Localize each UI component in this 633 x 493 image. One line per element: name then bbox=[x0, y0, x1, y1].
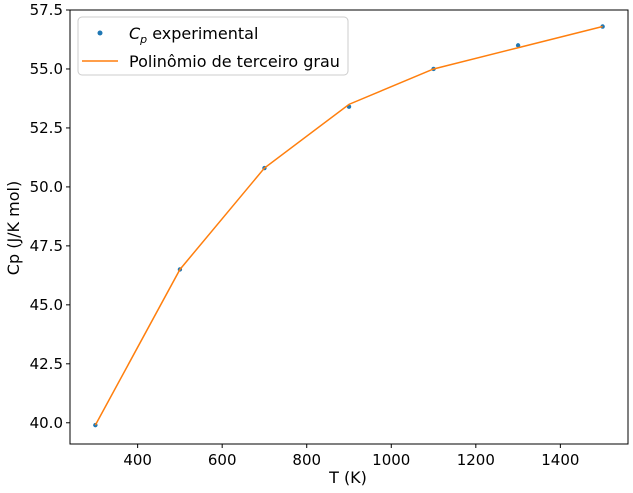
x-axis-label: T (K) bbox=[328, 468, 367, 487]
series-line-polynomial bbox=[94, 25, 603, 426]
legend-label-polynomial: Polinômio de terceiro grau bbox=[129, 52, 340, 71]
y-axis-label: Cp (J/K mol) bbox=[4, 181, 23, 275]
legend-label-experimental-text: experimental bbox=[147, 24, 258, 43]
x-tick-label: 1000 bbox=[372, 451, 410, 469]
x-tick-label: 1200 bbox=[457, 451, 495, 469]
data-point-experimental bbox=[515, 43, 521, 48]
x-tick-label: 1400 bbox=[541, 451, 579, 469]
y-tick-label: 42.5 bbox=[30, 355, 63, 373]
y-tick-label: 57.5 bbox=[30, 1, 63, 19]
legend-label-experimental-subscript: p bbox=[139, 33, 147, 46]
x-tick-label: 800 bbox=[292, 451, 321, 469]
y-tick-label: 47.5 bbox=[30, 237, 63, 255]
x-tick-label: 400 bbox=[123, 451, 152, 469]
legend-marker-experimental bbox=[97, 30, 103, 36]
x-tick-label: 600 bbox=[208, 451, 237, 469]
y-tick-label: 52.5 bbox=[30, 119, 63, 137]
y-tick-label: 50.0 bbox=[30, 178, 63, 196]
y-tick-label: 55.0 bbox=[30, 60, 63, 78]
legend-label-experimental-symbol: C bbox=[129, 24, 141, 43]
legend: Cp experimental Polinômio de terceiro gr… bbox=[77, 16, 349, 76]
y-tick-label: 45.0 bbox=[30, 296, 63, 314]
y-tick-label: 40.0 bbox=[30, 414, 63, 432]
legend-label-experimental: Cp experimental bbox=[129, 24, 258, 46]
axes-frame bbox=[69, 9, 629, 445]
plot-area bbox=[93, 24, 605, 428]
legend-box bbox=[77, 16, 349, 76]
axes: 400 600 800 1000 1200 1400 40.0 42.5 45.0 47.5 50.… bbox=[30, 1, 629, 469]
